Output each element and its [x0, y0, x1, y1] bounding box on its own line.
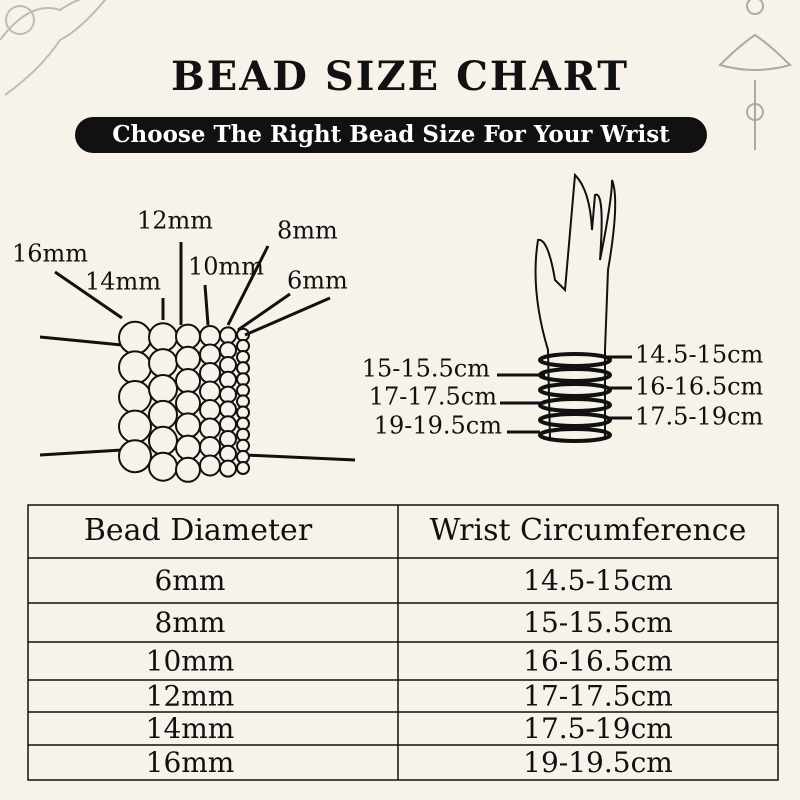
bead [199, 380, 221, 403]
hand [534, 172, 617, 441]
bangle [538, 397, 612, 413]
bangle [538, 412, 612, 428]
table-cell: 17-17.5cm [523, 680, 673, 713]
bead [175, 434, 201, 461]
table-header: Wrist Circumference [430, 513, 747, 548]
bangle [538, 352, 612, 368]
bead [199, 454, 221, 477]
table-cell: 12mm [146, 680, 235, 713]
bead [175, 368, 201, 394]
bead-label: 16mm [12, 240, 88, 268]
bead [219, 444, 237, 463]
bead-pointers [54, 242, 331, 337]
bead-label: 14mm [85, 268, 161, 296]
title: BEAD SIZE CHART [171, 53, 629, 100]
wrist-label: 19-19.5cm [374, 412, 503, 440]
bead [148, 451, 178, 482]
bead [199, 362, 221, 384]
table-cell: 14mm [146, 712, 235, 745]
bead [148, 399, 178, 430]
bead-label: 8mm [277, 217, 338, 245]
size-table: Bead Diameter Wrist Circumference 6mm 14.… [27, 504, 779, 781]
subtitle: Choose The Right Bead Size For Your Wris… [112, 121, 670, 148]
bead [236, 461, 250, 475]
table-cell: 6mm [155, 564, 226, 597]
table-header: Bead Diameter [84, 513, 313, 548]
bead-label: 12mm [137, 207, 213, 235]
bead [199, 399, 221, 421]
bead [175, 323, 201, 350]
lotus-ornament [718, 0, 792, 150]
bead [118, 380, 152, 414]
table-cell: 19-19.5cm [523, 746, 673, 779]
table-cell: 14.5-15cm [523, 564, 673, 597]
table-cell: 17.5-19cm [523, 712, 673, 745]
wrist-label: 15-15.5cm [362, 355, 491, 383]
wrist-label: 17-17.5cm [369, 383, 498, 411]
table-cell: 16-16.5cm [523, 645, 673, 678]
bead [118, 350, 152, 385]
bead [219, 385, 237, 404]
table-cell: 16mm [146, 746, 235, 779]
table-cell: 15-15.5cm [523, 606, 673, 639]
bead [199, 436, 221, 458]
bangle [538, 382, 612, 398]
bead [175, 390, 201, 417]
bead [219, 370, 237, 389]
bead [219, 430, 237, 448]
bracelet-lines [39, 335, 356, 462]
bead [199, 343, 221, 366]
table-cell: 10mm [146, 645, 235, 678]
bead [148, 348, 178, 379]
bead [219, 341, 237, 360]
bead-label: 10mm [188, 253, 264, 281]
wrist-label: 16-16.5cm [635, 373, 764, 401]
bangle [538, 427, 612, 443]
wrist-pointers [497, 355, 632, 434]
bead [219, 400, 237, 419]
bead-label: 6mm [287, 267, 348, 295]
bead [118, 409, 152, 444]
bead [219, 459, 237, 478]
table-cell: 8mm [155, 606, 226, 639]
bead [199, 325, 221, 347]
wrist-label: 14.5-15cm [635, 341, 764, 369]
wrist-label: 17.5-19cm [635, 403, 764, 431]
bead [118, 320, 152, 355]
bead [148, 374, 178, 404]
bead [219, 415, 237, 434]
beads [118, 320, 250, 483]
bead [175, 412, 201, 439]
bead [118, 439, 152, 474]
bead [148, 322, 178, 353]
corner-ornament [0, 0, 107, 96]
bead [219, 356, 237, 374]
bead [148, 425, 178, 456]
bead [199, 417, 221, 440]
bead [219, 326, 237, 345]
subtitle-pill [75, 117, 707, 153]
bead [175, 456, 201, 483]
bead [175, 345, 201, 372]
